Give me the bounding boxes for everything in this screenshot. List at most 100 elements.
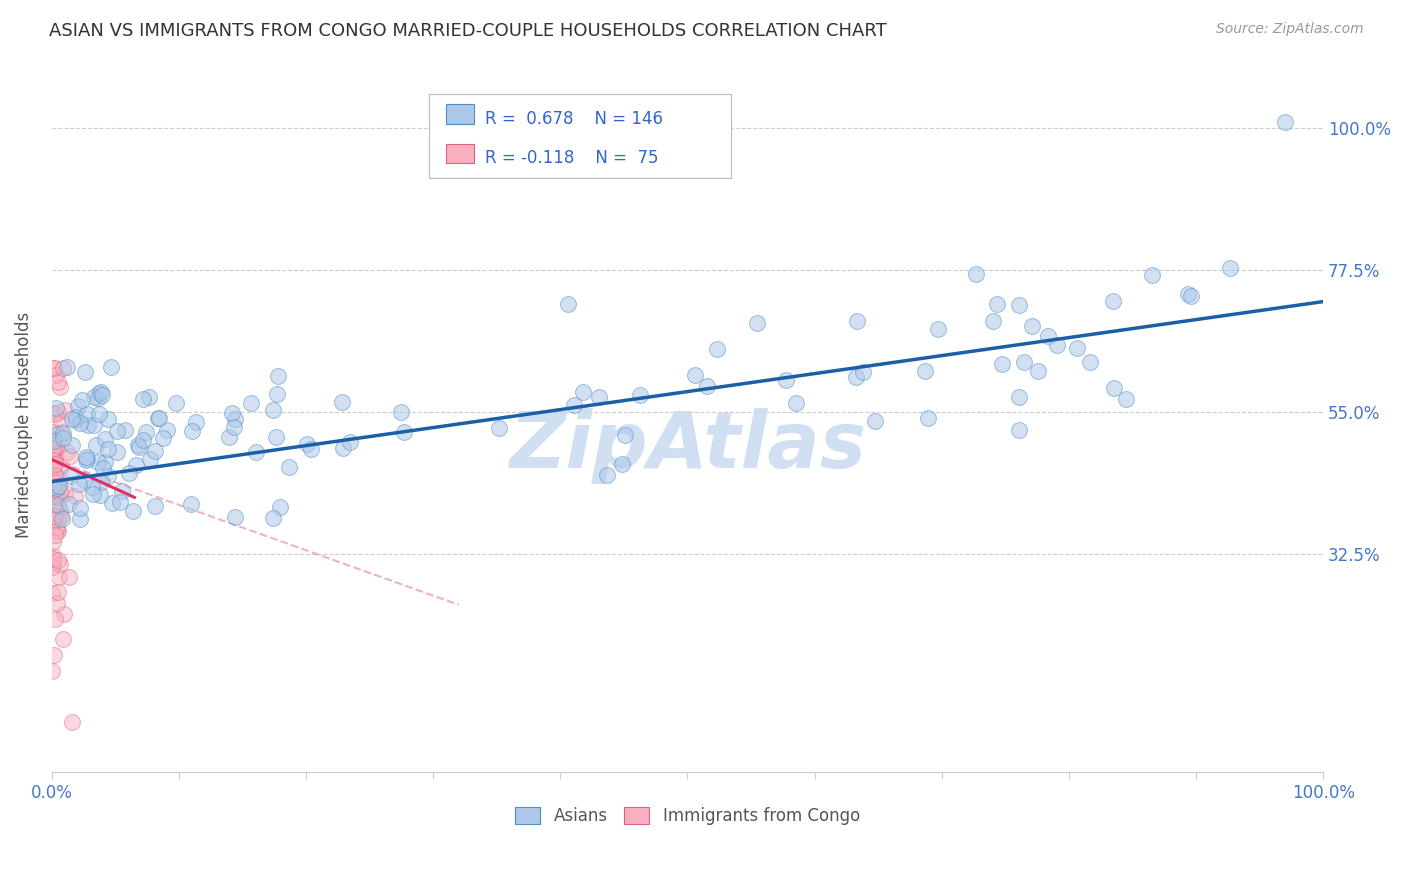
- Point: [572, 384, 595, 399]
- Point: [1101, 293, 1123, 308]
- Point: [1115, 392, 1137, 406]
- Point: [1008, 423, 1031, 437]
- Point: [44, 472, 66, 486]
- Point: [1274, 114, 1296, 128]
- Point: [45, 441, 67, 455]
- Point: [93, 433, 115, 447]
- Point: [927, 322, 949, 336]
- Point: [42, 360, 65, 375]
- Point: [240, 396, 263, 410]
- Point: [917, 411, 939, 425]
- Point: [41, 515, 63, 529]
- Point: [77, 418, 100, 433]
- Point: [139, 452, 162, 467]
- Point: [138, 390, 160, 404]
- Point: [143, 444, 166, 458]
- Point: [100, 360, 122, 375]
- Legend: Asians, Immigrants from Congo: Asians, Immigrants from Congo: [506, 798, 868, 833]
- Point: [91, 388, 114, 402]
- Point: [986, 297, 1008, 311]
- Point: [56, 444, 79, 458]
- Point: [87, 391, 110, 405]
- Point: [65, 413, 87, 427]
- Point: [222, 420, 245, 434]
- Point: [76, 407, 98, 421]
- Point: [46, 585, 69, 599]
- Point: [46, 478, 69, 492]
- Point: [45, 401, 67, 415]
- Point: [262, 403, 284, 417]
- Point: [146, 410, 169, 425]
- Point: [41, 435, 63, 450]
- Point: [224, 411, 246, 425]
- Point: [41, 460, 63, 475]
- Point: [914, 364, 936, 378]
- Point: [101, 496, 124, 510]
- Point: [53, 486, 76, 500]
- Point: [69, 416, 91, 430]
- Point: [41, 555, 63, 569]
- Point: [44, 508, 66, 523]
- Point: [111, 483, 134, 498]
- Point: [181, 424, 204, 438]
- Point: [696, 379, 718, 393]
- Point: [775, 373, 797, 387]
- Point: [143, 499, 166, 513]
- Point: [613, 428, 636, 442]
- Point: [45, 468, 67, 483]
- Point: [45, 520, 67, 534]
- Point: [1219, 260, 1241, 275]
- Point: [785, 396, 807, 410]
- Point: [42, 489, 65, 503]
- Point: [392, 425, 415, 440]
- Point: [180, 497, 202, 511]
- Point: [262, 510, 284, 524]
- Point: [1102, 381, 1125, 395]
- Point: [48, 512, 70, 526]
- Point: [44, 648, 66, 663]
- Point: [48, 570, 70, 584]
- Point: [488, 421, 510, 435]
- Point: [46, 405, 69, 419]
- Point: [1026, 364, 1049, 378]
- Point: [49, 380, 72, 394]
- Point: [44, 497, 66, 511]
- Point: [51, 512, 73, 526]
- Point: [1012, 355, 1035, 369]
- Point: [852, 365, 875, 379]
- Point: [42, 513, 65, 527]
- Point: [152, 431, 174, 445]
- Point: [845, 314, 868, 328]
- Y-axis label: Married-couple Households: Married-couple Households: [15, 311, 32, 538]
- Text: ZipAtlas: ZipAtlas: [509, 408, 866, 483]
- Point: [42, 479, 65, 493]
- Point: [49, 508, 72, 523]
- Point: [127, 438, 149, 452]
- Point: [69, 512, 91, 526]
- Point: [41, 559, 63, 574]
- Point: [42, 434, 65, 448]
- Point: [42, 434, 65, 449]
- Point: [84, 438, 107, 452]
- Point: [125, 458, 148, 473]
- Point: [58, 449, 80, 463]
- Point: [266, 387, 288, 401]
- Point: [66, 399, 89, 413]
- Point: [1177, 286, 1199, 301]
- Point: [42, 425, 65, 440]
- Point: [41, 492, 63, 507]
- Point: [42, 509, 65, 524]
- Point: [1066, 341, 1088, 355]
- Point: [45, 368, 67, 382]
- Point: [1180, 289, 1202, 303]
- Text: R = -0.118    N =  75: R = -0.118 N = 75: [485, 149, 658, 167]
- Point: [1008, 390, 1031, 404]
- Point: [278, 459, 301, 474]
- Point: [89, 407, 111, 421]
- Point: [46, 427, 69, 442]
- Point: [1038, 328, 1060, 343]
- Point: [264, 430, 287, 444]
- Point: [42, 442, 65, 456]
- Point: [49, 414, 72, 428]
- Point: [83, 418, 105, 433]
